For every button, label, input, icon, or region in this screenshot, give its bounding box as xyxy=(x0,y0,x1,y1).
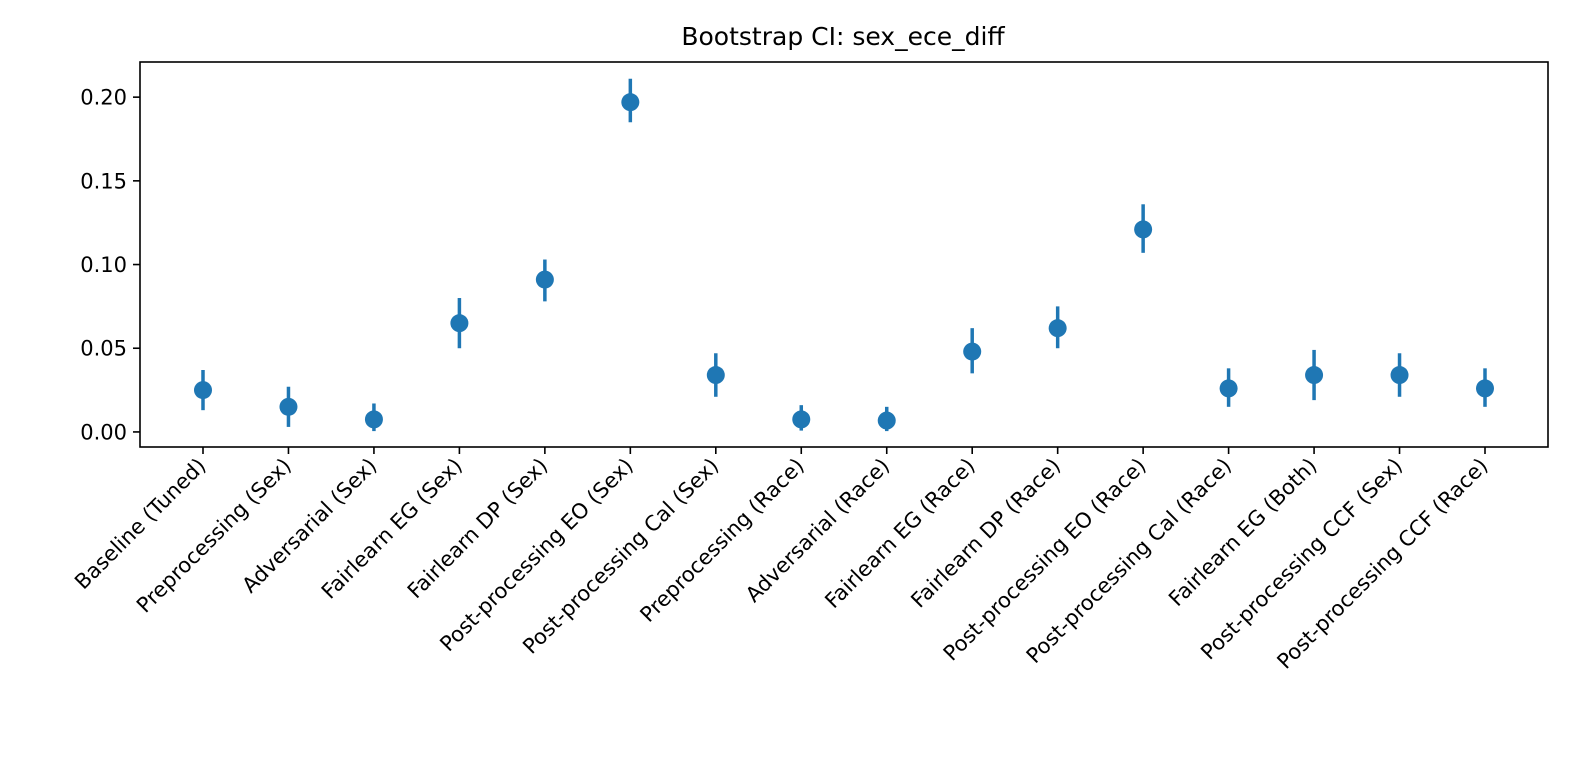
data-point xyxy=(450,314,469,333)
data-point xyxy=(1219,379,1238,398)
plot-frame xyxy=(139,61,1549,448)
data-point xyxy=(1476,379,1494,398)
data-point xyxy=(1134,220,1153,239)
data-point xyxy=(706,366,725,385)
y-axis: 0.00 0.05 0.10 0.15 0.20 xyxy=(80,86,140,444)
y-tick-label: 0.00 xyxy=(80,420,127,444)
y-tick-label: 0.20 xyxy=(80,86,127,110)
data-point xyxy=(1305,366,1324,385)
data-point xyxy=(1048,319,1067,338)
data-marks xyxy=(194,78,1494,432)
y-tick-label: 0.10 xyxy=(80,253,127,277)
data-point xyxy=(279,397,298,416)
chart-title: Bootstrap CI: sex_ece_diff xyxy=(681,22,1005,51)
data-point xyxy=(364,410,383,429)
y-tick-label: 0.05 xyxy=(80,337,127,361)
data-point xyxy=(792,410,811,429)
data-point xyxy=(963,342,982,361)
data-point xyxy=(194,381,212,400)
data-point xyxy=(877,411,896,430)
y-tick-label: 0.15 xyxy=(80,169,127,193)
data-point xyxy=(1390,366,1409,385)
data-point xyxy=(535,270,554,289)
data-point xyxy=(621,93,640,112)
